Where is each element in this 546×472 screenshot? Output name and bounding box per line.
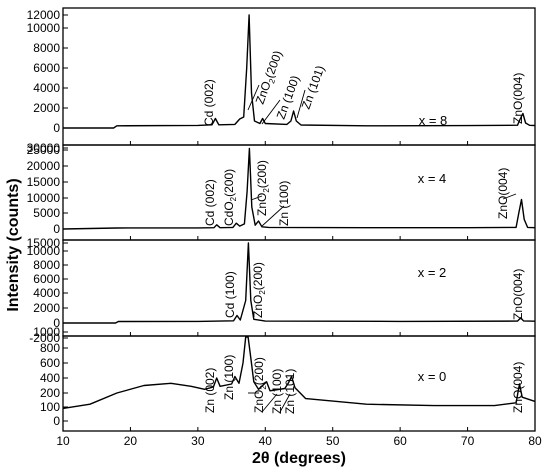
series-line: [63, 242, 536, 324]
x-tick-label: 80: [528, 434, 542, 448]
y-tick-label: 6000: [33, 61, 60, 75]
annotation-arrow: [261, 205, 285, 227]
y-tick-label: 8000: [33, 41, 60, 55]
panel-label: x = 2: [418, 265, 447, 280]
panel-frame: [62, 144, 536, 241]
peak-annotation: Zn (100): [222, 355, 236, 400]
x-axis-label: 2θ (degrees): [252, 450, 346, 467]
x-tick-label: 50: [326, 434, 340, 448]
series-line: [62, 147, 536, 230]
peak-annotation: ZnO2(200): [251, 262, 267, 318]
panel-frame: [62, 7, 536, 146]
peak-annotation: Cd (100): [223, 271, 237, 318]
annotation-arrow: [247, 84, 260, 111]
peak-annotation: ZnO(004): [496, 168, 510, 219]
y-tick-label: 10000: [27, 21, 61, 35]
y-tick-label: 4000: [33, 81, 60, 95]
peak-annotation: ZnO2(200): [252, 357, 268, 413]
x-tick-label: 40: [259, 434, 273, 448]
y-tick-label: 2000: [33, 101, 60, 115]
y-tick-label: 800: [40, 341, 60, 355]
y-axis-label: Intensity (counts): [5, 178, 22, 311]
y-tick-label: 10000: [27, 244, 61, 258]
y-tick-label: -2000: [29, 331, 60, 345]
y-tick-label: 0: [53, 121, 60, 135]
y-tick-label: 15000: [27, 236, 61, 250]
series-line: [63, 14, 536, 129]
peak-annotation: Zn (101): [299, 64, 328, 111]
x-tick-label: 60: [393, 434, 407, 448]
peak-annotation: Zn (101): [283, 369, 297, 414]
peak-annotation: Zn (100): [270, 369, 284, 414]
y-tick-label: 0: [53, 222, 60, 236]
panel-label: x = 8: [419, 113, 448, 128]
y-tick-label: 30000: [27, 141, 61, 155]
y-tick-label: 10000: [27, 191, 61, 205]
y-tick-label: 15000: [27, 175, 61, 189]
peak-annotation: Cd (002): [203, 179, 217, 226]
peak-annotation: Cd (002): [202, 79, 216, 126]
x-tick-label: 20: [124, 434, 138, 448]
y-tick-label: 0: [53, 316, 60, 330]
x-tick-label: 30: [191, 434, 205, 448]
annotation-arrow: [261, 99, 281, 125]
annotation-arrow: [261, 393, 278, 413]
y-tick-label: 2000: [33, 301, 60, 315]
annotation-arrow: [502, 193, 517, 200]
y-tick-label: 5000: [33, 206, 60, 220]
y-tick-label: 8000: [33, 258, 60, 272]
peak-annotation: ZnO(004): [511, 362, 525, 413]
x-tick-label: 70: [461, 434, 475, 448]
annotation-arrow: [279, 393, 291, 413]
peak-annotation: ZnO(004): [511, 73, 525, 124]
y-tick-label: 25000: [27, 143, 61, 157]
annotation-arrow: [250, 195, 263, 201]
y-tick-label: 1000: [33, 325, 60, 339]
peak-annotation: Zn (002): [203, 368, 217, 413]
y-tick-label: 12000: [27, 8, 61, 22]
y-tick-label: 4000: [33, 286, 60, 300]
panel-frame: [62, 335, 536, 432]
peak-annotation: ZnO(004): [511, 269, 525, 320]
y-tick-label: 6000: [33, 272, 60, 286]
annotation-arrow: [296, 89, 306, 119]
y-tick-label: 20000: [27, 159, 61, 173]
y-tick-label: 400: [40, 371, 60, 385]
peak-annotation: Zn (100): [277, 181, 291, 226]
series-line: [62, 336, 536, 410]
y-tick-label: 100: [40, 400, 60, 414]
peak-annotation: ZnO2(200): [255, 160, 271, 216]
panel-label: x = 4: [418, 171, 447, 186]
panel-label: x = 0: [418, 369, 447, 384]
y-tick-label: 600: [40, 356, 60, 370]
x-tick-label: 10: [56, 434, 70, 448]
peak-annotation: CdO2(200): [222, 169, 238, 226]
y-tick-label: 0: [53, 414, 60, 428]
y-tick-label: 200: [40, 386, 60, 400]
